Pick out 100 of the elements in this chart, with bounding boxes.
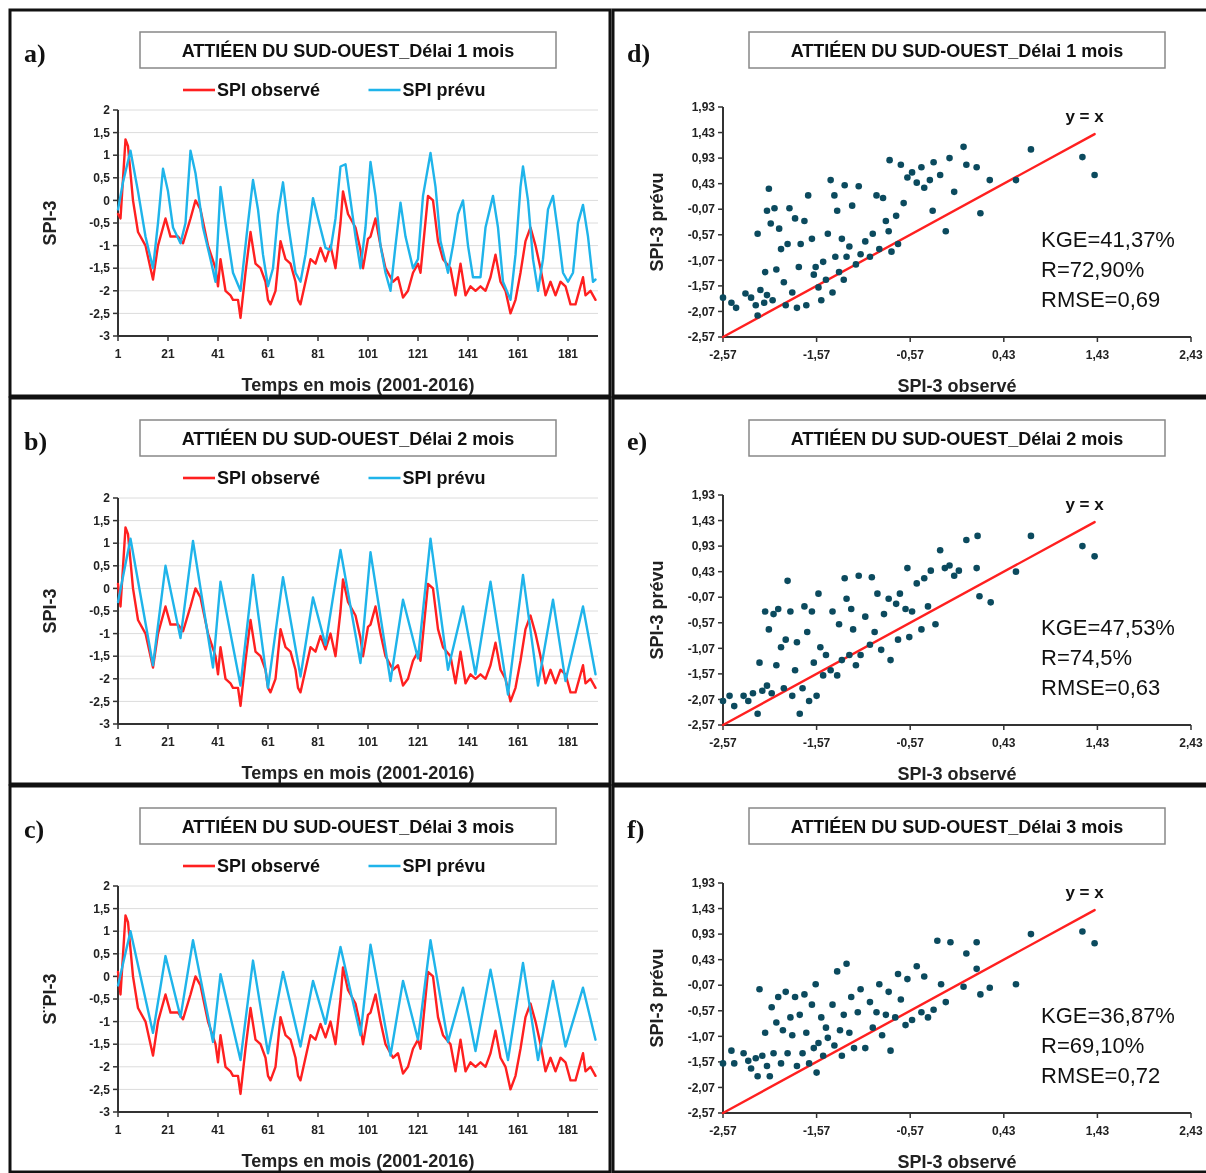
y-tick-label: -0,5	[89, 216, 111, 231]
y-tick-label: -0,07	[687, 590, 716, 605]
y-tick-label: 1,93	[691, 100, 716, 115]
annotation: RMSE=0,69	[1041, 287, 1161, 312]
x-tick-label: 61	[261, 347, 275, 361]
series-label: y = x	[1065, 107, 1105, 127]
legend-label: SPI prévu	[402, 468, 486, 488]
y-tick-label: -0,5	[89, 992, 111, 1007]
chart-title: ATTIÉEN DU SUD-OUEST_Délai 1 mois	[790, 40, 1124, 61]
y-tick-label: -0,07	[687, 202, 716, 217]
x-tick-label: -2,57	[709, 348, 737, 362]
y-tick-label: -2,57	[687, 330, 716, 345]
x-tick-label: 121	[407, 1123, 429, 1137]
y-tick-label: -2,57	[687, 1106, 716, 1121]
y-tick-label: 2	[103, 879, 111, 894]
y-tick-label: -0,57	[687, 1003, 716, 1018]
y-tick-label: 0	[103, 193, 111, 208]
y-tick-label: -1,57	[687, 667, 716, 682]
x-tick-label: -1,57	[802, 736, 831, 750]
y-tick-label: -2,57	[687, 718, 716, 733]
x-axis-title: Temps en mois (2001-2016)	[241, 375, 475, 395]
x-tick-label: 41	[211, 1123, 225, 1137]
x-tick-label: 1	[114, 735, 122, 749]
x-tick-label: 101	[357, 1123, 379, 1137]
y-tick-label: -2,5	[89, 306, 111, 321]
y-tick-label: 1,93	[691, 876, 716, 891]
y-tick-label: -1,5	[89, 1037, 111, 1052]
legend-label: SPI observé	[217, 80, 321, 100]
x-tick-label: 101	[357, 735, 379, 749]
x-tick-label: -0,57	[896, 348, 925, 362]
x-tick-label: 181	[557, 347, 579, 361]
y-tick-label: -0,57	[687, 615, 716, 630]
x-tick-label: 1	[114, 347, 122, 361]
x-tick-label: 61	[261, 735, 275, 749]
x-tick-label: 141	[457, 735, 479, 749]
x-tick-label: 2,43	[1179, 736, 1203, 750]
y-axis-title: SPI-3 prévu	[647, 948, 667, 1048]
x-tick-label: -1,57	[802, 348, 831, 362]
x-tick-label: 81	[311, 347, 325, 361]
y-tick-label: 0,93	[691, 539, 716, 554]
x-tick-label: 2,43	[1179, 1124, 1203, 1138]
y-tick-label: 0,93	[691, 927, 716, 942]
text: b)	[24, 427, 48, 456]
legend-label: SPI prévu	[402, 80, 486, 100]
y-tick-label: -1,5	[89, 649, 111, 664]
x-tick-label: -1,57	[802, 1124, 831, 1138]
x-tick-label: 141	[457, 347, 479, 361]
x-tick-label: 161	[507, 735, 529, 749]
line-series	[116, 914, 597, 1096]
legend-label: SPI observé	[217, 468, 321, 488]
x-tick-label: 121	[407, 347, 429, 361]
x-tick-label: 41	[211, 347, 225, 361]
y-tick-label: -2	[99, 672, 111, 686]
chart-title: ATTIÉEN DU SUD-OUEST_Délai 3 mois	[790, 816, 1124, 837]
text: c)	[24, 815, 45, 844]
y-tick-label: 1,43	[691, 513, 716, 528]
line-series	[116, 149, 597, 302]
legend-label: SPI observé	[217, 856, 321, 876]
y-tick-label: -3	[99, 329, 111, 344]
y-tick-label: 0	[103, 581, 111, 596]
x-tick-label: 161	[507, 1123, 529, 1137]
x-tick-label: 1,43	[1085, 736, 1110, 750]
x-axis-title: SPI-3 observé	[897, 1152, 1017, 1172]
x-tick-label: 41	[211, 735, 225, 749]
y-tick-label: 0,43	[691, 176, 716, 191]
y-tick-label: 1	[103, 148, 111, 163]
x-tick-label: 1,43	[1085, 1124, 1110, 1138]
text: d)	[627, 39, 651, 68]
y-tick-label: -1,57	[687, 1055, 716, 1070]
y-tick-label: 0,5	[93, 171, 111, 185]
y-tick-label: 1,5	[93, 901, 111, 916]
annotation: R=69,10%	[1041, 1033, 1145, 1058]
x-tick-label: 61	[261, 1123, 275, 1137]
annotation: RMSE=0,63	[1041, 675, 1161, 700]
x-tick-label: -0,57	[896, 736, 925, 750]
x-axis-title: SPI-3 observé	[897, 376, 1017, 396]
y-tick-label: -2,07	[687, 304, 716, 319]
x-tick-label: 21	[161, 347, 175, 361]
x-tick-label: 181	[557, 735, 579, 749]
y-tick-label: 1,5	[93, 125, 111, 140]
annotation: KGE=47,53%	[1041, 615, 1175, 640]
y-tick-label: 0,5	[93, 559, 111, 573]
x-tick-label: 81	[311, 735, 325, 749]
y-tick-label: 1	[103, 924, 111, 939]
annotation: RMSE=0,72	[1041, 1063, 1161, 1088]
y-tick-label: -1	[99, 626, 111, 641]
x-tick-label: 21	[161, 735, 175, 749]
legend-label: SPI prévu	[402, 856, 486, 876]
y-tick-label: -1,5	[89, 261, 111, 276]
y-axis-title: S¨PI-3	[40, 973, 60, 1025]
y-tick-label: -2	[99, 284, 111, 298]
text: a)	[24, 39, 46, 68]
y-tick-label: 0,43	[691, 564, 716, 579]
y-tick-label: -1,07	[687, 641, 716, 656]
y-tick-label: 1,93	[691, 488, 716, 503]
y-tick-label: -1	[99, 238, 111, 253]
x-tick-label: 1	[114, 1123, 122, 1137]
y-tick-label: -3	[99, 717, 111, 732]
series-label: y = x	[1065, 495, 1105, 515]
y-tick-label: -0,5	[89, 604, 111, 619]
